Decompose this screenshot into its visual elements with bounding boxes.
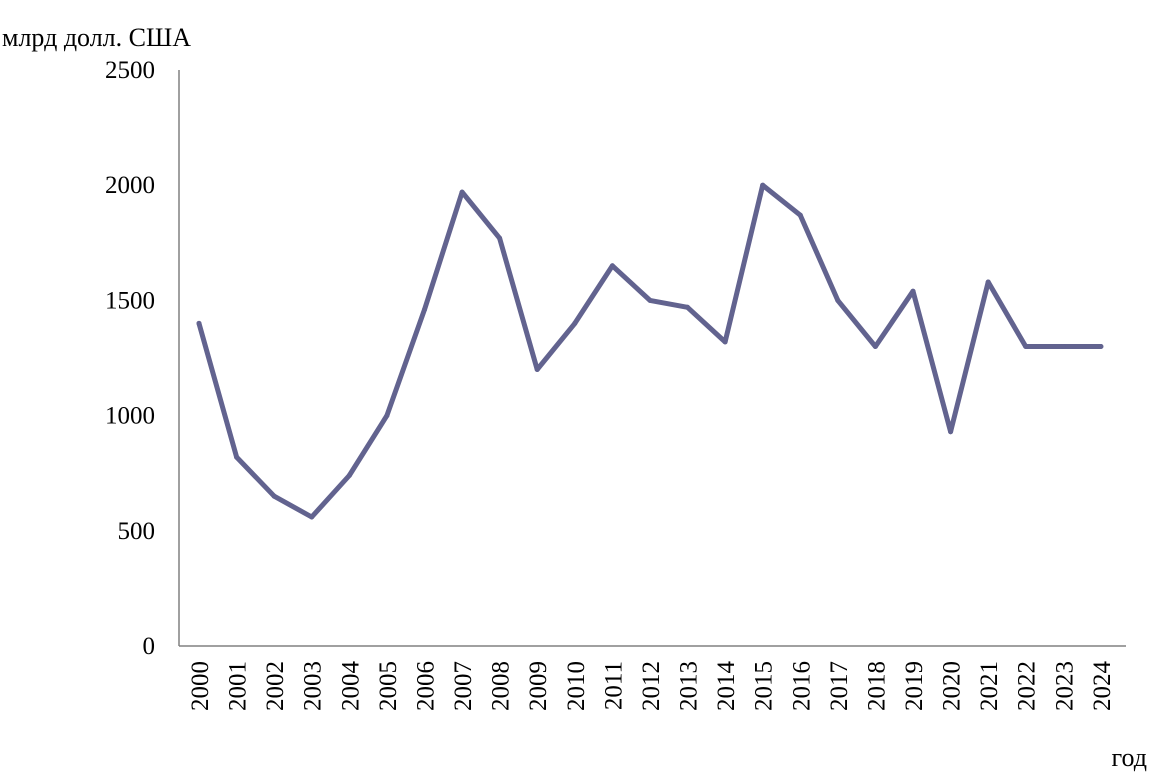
data-point xyxy=(1060,344,1066,349)
data-point xyxy=(459,189,465,195)
data-point xyxy=(647,297,653,303)
data-point xyxy=(985,279,991,285)
data-point xyxy=(234,454,240,460)
y-tick-label: 500 xyxy=(118,518,156,545)
x-tick-label: 2022 xyxy=(1014,661,1041,711)
x-tick-label: 2005 xyxy=(375,661,402,711)
data-point xyxy=(346,473,352,478)
x-tick-label: 2004 xyxy=(337,661,364,712)
data-point xyxy=(384,413,390,419)
data-point xyxy=(760,182,766,188)
data-point xyxy=(722,339,728,345)
y-tick-label: 2000 xyxy=(105,172,155,199)
data-point xyxy=(685,304,690,310)
x-tick-label: 2006 xyxy=(412,661,439,711)
series-line xyxy=(196,182,1104,520)
x-tick-label: 2021 xyxy=(976,661,1003,711)
x-tick-label: 2008 xyxy=(488,661,515,711)
x-tick-label: 2009 xyxy=(525,661,552,711)
data-point xyxy=(497,235,503,241)
x-tick-label: 2001 xyxy=(225,661,252,711)
data-point xyxy=(271,493,277,499)
x-tick-label: 2000 xyxy=(187,661,214,711)
data-point xyxy=(572,320,578,326)
x-tick-label: 2003 xyxy=(300,661,327,711)
x-tick-label: 2019 xyxy=(901,661,928,711)
x-tick-label: 2023 xyxy=(1051,661,1078,711)
x-tick-label: 2007 xyxy=(450,661,477,711)
x-tick-label: 2020 xyxy=(939,661,966,711)
data-point xyxy=(948,429,954,435)
data-point xyxy=(1023,344,1029,349)
x-tick-label: 2024 xyxy=(1089,661,1116,712)
data-point xyxy=(1098,344,1104,349)
data-point xyxy=(609,263,615,269)
x-axis-label: год xyxy=(1112,743,1148,772)
x-tick-label: 2002 xyxy=(262,661,289,711)
y-tick-label: 1500 xyxy=(105,287,155,314)
x-tick-labels: 2000 2001 2002 2003 2004 2005 2006 2007 2008 2009… xyxy=(187,661,1116,712)
x-tick-label: 2017 xyxy=(826,661,853,711)
x-tick-label: 2011 xyxy=(600,661,627,710)
data-point xyxy=(196,320,202,326)
x-tick-label: 2014 xyxy=(713,661,740,712)
x-tick-label: 2013 xyxy=(676,661,703,711)
x-tick-label: 2012 xyxy=(638,661,665,711)
y-tick-labels: 0 500 1000 1500 2000 2500 xyxy=(105,57,155,660)
x-tick-label: 2018 xyxy=(863,661,890,711)
data-point xyxy=(309,514,315,520)
data-point xyxy=(835,297,841,303)
y-tick-label: 0 xyxy=(143,633,156,660)
y-tick-label: 2500 xyxy=(105,57,155,84)
data-point xyxy=(872,344,878,349)
x-tick-label: 2015 xyxy=(751,661,778,711)
data-point xyxy=(534,367,540,372)
y-tick-label: 1000 xyxy=(105,403,155,430)
data-point xyxy=(910,288,916,294)
y-axis-label: млрд долл. США xyxy=(2,23,191,52)
data-point xyxy=(797,212,803,218)
series-group xyxy=(196,182,1104,520)
x-tick-label: 2010 xyxy=(563,661,590,711)
data-point xyxy=(422,307,427,313)
x-tick-label: 2016 xyxy=(788,661,815,711)
